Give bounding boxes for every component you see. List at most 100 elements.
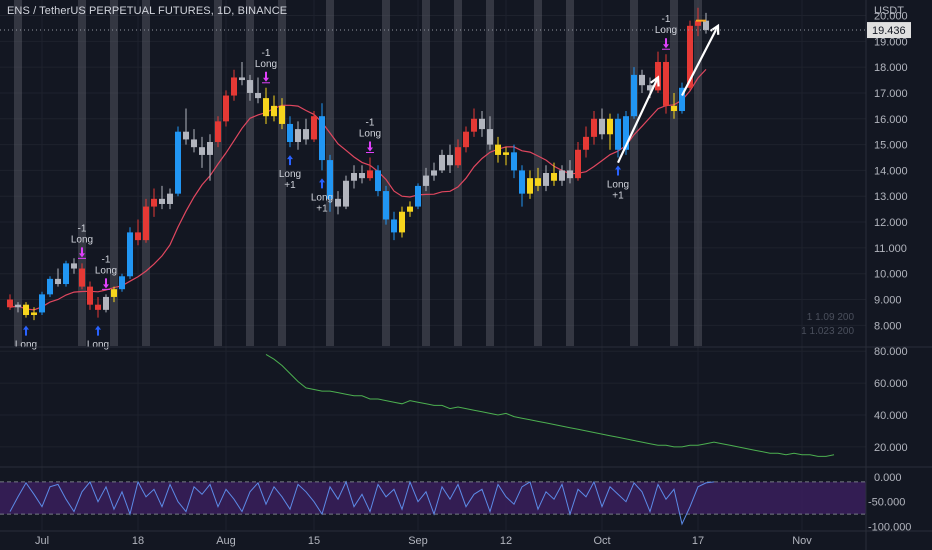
- candle: [47, 276, 53, 297]
- candle-body: [567, 170, 573, 179]
- candle: [223, 90, 229, 127]
- arrow-head: [709, 23, 720, 35]
- vertical-band: [694, 0, 702, 346]
- time-tick-label: 12: [500, 535, 512, 547]
- signal-label: Long: [71, 234, 93, 245]
- candle: [311, 111, 317, 143]
- price-tick-label: 13.000: [874, 191, 908, 203]
- candle: [679, 82, 685, 114]
- corner-value-label: 1 1.09 200: [807, 312, 855, 323]
- long-arrow-icon: [615, 165, 621, 176]
- adx-tick-label: 20.000: [874, 442, 908, 454]
- candle: [607, 113, 613, 150]
- candle-body: [495, 144, 501, 155]
- exit-arrow-icon: [663, 38, 669, 49]
- vertical-band: [486, 0, 494, 346]
- exit-arrow-icon: [367, 141, 373, 152]
- long-signal: Long+1: [607, 165, 629, 202]
- candle: [199, 136, 205, 168]
- adx-path: [265, 353, 835, 457]
- signal-label: -1: [102, 254, 111, 265]
- candle: [151, 188, 157, 217]
- candle-body: [519, 170, 525, 194]
- vertical-band: [630, 0, 638, 346]
- signal-label: Long: [359, 129, 381, 140]
- candle: [671, 92, 677, 119]
- candle: [471, 108, 477, 137]
- price-tag-label: 19.436: [872, 25, 906, 37]
- signal-label: Long: [255, 59, 277, 70]
- candle: [359, 165, 365, 184]
- price-tick-label: 20.000: [874, 10, 908, 22]
- candle: [175, 126, 181, 197]
- candle-body: [271, 105, 277, 117]
- price-axis[interactable]: USDT 8.000 9.000 10.000 11.000 12.000 13.000 14…: [867, 5, 911, 534]
- candle-body: [615, 118, 621, 150]
- candles: [7, 7, 709, 321]
- candle-body: [487, 129, 493, 145]
- signal-label: Long: [15, 340, 37, 351]
- price-axis-unit: USDT: [874, 5, 904, 17]
- candle: [79, 263, 85, 290]
- candle: [143, 198, 149, 243]
- candle-body: [311, 116, 317, 140]
- long-signal: Long+1: [279, 155, 301, 191]
- drawn-arrows[interactable]: [0, 19, 866, 164]
- candle: [103, 294, 109, 313]
- candle: [295, 121, 301, 150]
- price-tick-label: 15.000: [874, 140, 908, 152]
- candle-body: [623, 116, 629, 150]
- vertical-band: [670, 0, 678, 346]
- candle-body: [183, 131, 189, 140]
- candle: [239, 61, 245, 86]
- candle-body: [679, 87, 685, 112]
- candle-body: [111, 289, 117, 297]
- vertical-band: [382, 0, 390, 346]
- price-tick-label: 14.000: [874, 165, 908, 177]
- signal-label: +1: [284, 180, 296, 191]
- candle: [119, 273, 125, 292]
- long-signal: Long: [15, 325, 37, 351]
- candle: [71, 258, 77, 274]
- vertical-band: [214, 0, 222, 346]
- candle-body: [159, 198, 165, 204]
- candle: [215, 116, 221, 148]
- candle-body: [639, 74, 645, 86]
- candle: [31, 307, 37, 321]
- moving-average-path: [9, 68, 707, 311]
- candle: [535, 167, 541, 192]
- grid-lines: [0, 0, 866, 530]
- candle-body: [431, 170, 437, 176]
- candle-body: [415, 185, 421, 207]
- candle: [583, 126, 589, 158]
- candle: [23, 302, 29, 318]
- price-tick-label: 9.000: [874, 295, 902, 307]
- candle: [559, 165, 565, 186]
- time-axis[interactable]: Jul 18 Aug 15 Sep 12 Oct 17 Nov: [35, 535, 812, 547]
- candle-body: [79, 268, 85, 287]
- vertical-band: [14, 0, 22, 346]
- exit-arrow-icon: [263, 71, 269, 82]
- candle: [55, 268, 61, 287]
- time-tick-label: 18: [132, 535, 144, 547]
- candle-body: [215, 121, 221, 143]
- candle-body: [583, 136, 589, 150]
- candle-body: [7, 299, 13, 308]
- candle-body: [463, 131, 469, 148]
- candle-body: [231, 77, 237, 96]
- candle: [7, 294, 13, 310]
- candle-body: [199, 147, 205, 155]
- candle-body: [671, 105, 677, 112]
- candle: [255, 77, 261, 104]
- candle-body: [55, 278, 61, 285]
- candle-body: [695, 20, 701, 26]
- candle-body: [687, 25, 693, 88]
- signal-label: -1: [662, 14, 671, 25]
- trend-arrow-2: [681, 23, 720, 97]
- candle-body: [607, 118, 613, 135]
- candle-body: [327, 160, 333, 199]
- candle-body: [127, 232, 133, 277]
